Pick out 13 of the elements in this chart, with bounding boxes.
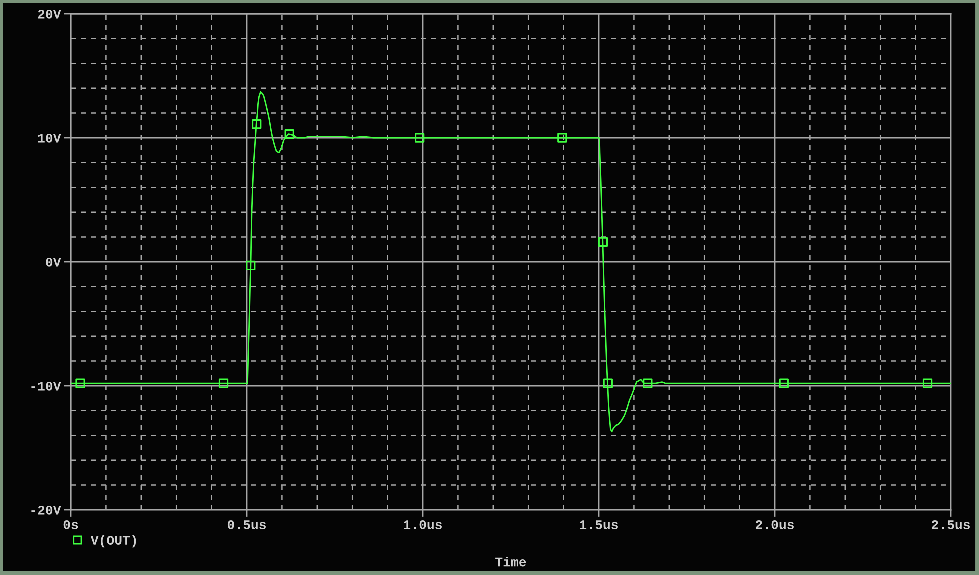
y-tick-label: 20V: [38, 10, 62, 19]
x-tick-label: 1.0us: [404, 520, 442, 530]
x-tick-label: 0s: [64, 520, 78, 530]
x-tick-label: 1.5us: [580, 520, 618, 530]
y-tick-label: -10V: [32, 382, 62, 391]
legend-label: V(OUT): [90, 535, 136, 548]
x-tick-label: 2.5us: [932, 520, 970, 530]
x-tick-label: 2.0us: [756, 520, 794, 530]
y-tick-label: 0V: [46, 258, 62, 267]
x-axis-title: Time: [496, 557, 526, 567]
x-tick-label: 0.5us: [228, 520, 266, 530]
y-tick-label: -20V: [32, 506, 62, 515]
y-tick-label: 10V: [38, 134, 62, 143]
